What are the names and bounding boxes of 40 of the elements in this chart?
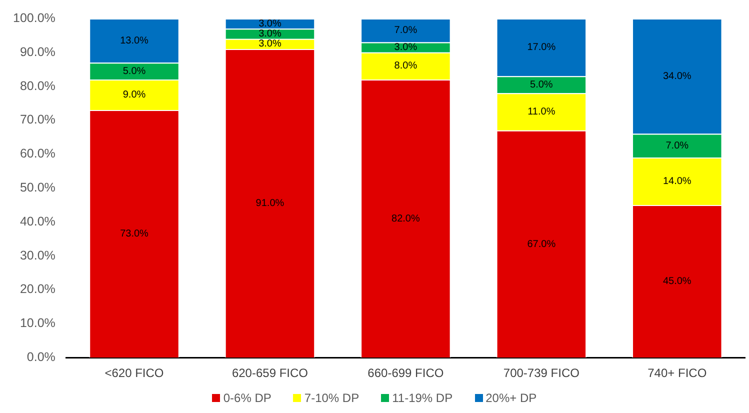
x-tick-label: 660-699 FICO xyxy=(368,366,444,380)
y-tick-label: 100.0% xyxy=(12,10,56,25)
data-label: 3.0% xyxy=(394,42,418,54)
data-label: 7.0% xyxy=(394,25,418,36)
y-tick-label: 60.0% xyxy=(20,146,56,161)
x-tick-label: 620-659 FICO xyxy=(232,366,308,380)
legend-label: 11-19% DP xyxy=(392,391,453,405)
legend-label: 7-10% DP xyxy=(304,391,360,405)
data-label: 67.0% xyxy=(527,238,556,250)
data-label: 34.0% xyxy=(662,70,692,82)
data-label: 5.0% xyxy=(122,66,146,77)
y-tick-label: 20.0% xyxy=(20,282,56,296)
y-tick-label: 80.0% xyxy=(20,78,56,93)
data-label: 9.0% xyxy=(122,90,146,101)
x-tick-label: 740+ FICO xyxy=(648,366,707,380)
data-label: 13.0% xyxy=(120,35,149,46)
data-label: 11.0% xyxy=(528,106,556,118)
data-label: 45.0% xyxy=(662,276,692,288)
data-label: 3.0% xyxy=(258,38,282,50)
data-label: 8.0% xyxy=(394,60,418,72)
y-tick-label: 0.0% xyxy=(26,350,56,364)
legend-label: 20%+ DP xyxy=(486,391,537,405)
y-tick-label: 40.0% xyxy=(20,214,56,228)
data-label: 7.0% xyxy=(666,140,689,152)
y-tick-label: 70.0% xyxy=(20,112,56,127)
data-label: 73.0% xyxy=(120,228,149,240)
data-label: 82.0% xyxy=(392,213,420,224)
legend-label: 0-6% DP xyxy=(223,391,272,405)
data-label: 17.0% xyxy=(527,42,556,54)
y-tick-label: 50.0% xyxy=(20,180,56,195)
x-tick-label: <620 FICO xyxy=(104,366,164,380)
y-tick-label: 30.0% xyxy=(20,248,56,262)
data-label: 3.0% xyxy=(258,28,282,40)
data-label: 5.0% xyxy=(530,79,553,90)
y-tick-label: 10.0% xyxy=(20,316,56,330)
y-tick-label: 90.0% xyxy=(20,44,56,59)
x-tick-label: 700-739 FICO xyxy=(503,366,580,380)
data-label: 14.0% xyxy=(662,176,692,188)
data-label: 91.0% xyxy=(256,198,284,210)
data-label: 3.0% xyxy=(258,18,282,30)
